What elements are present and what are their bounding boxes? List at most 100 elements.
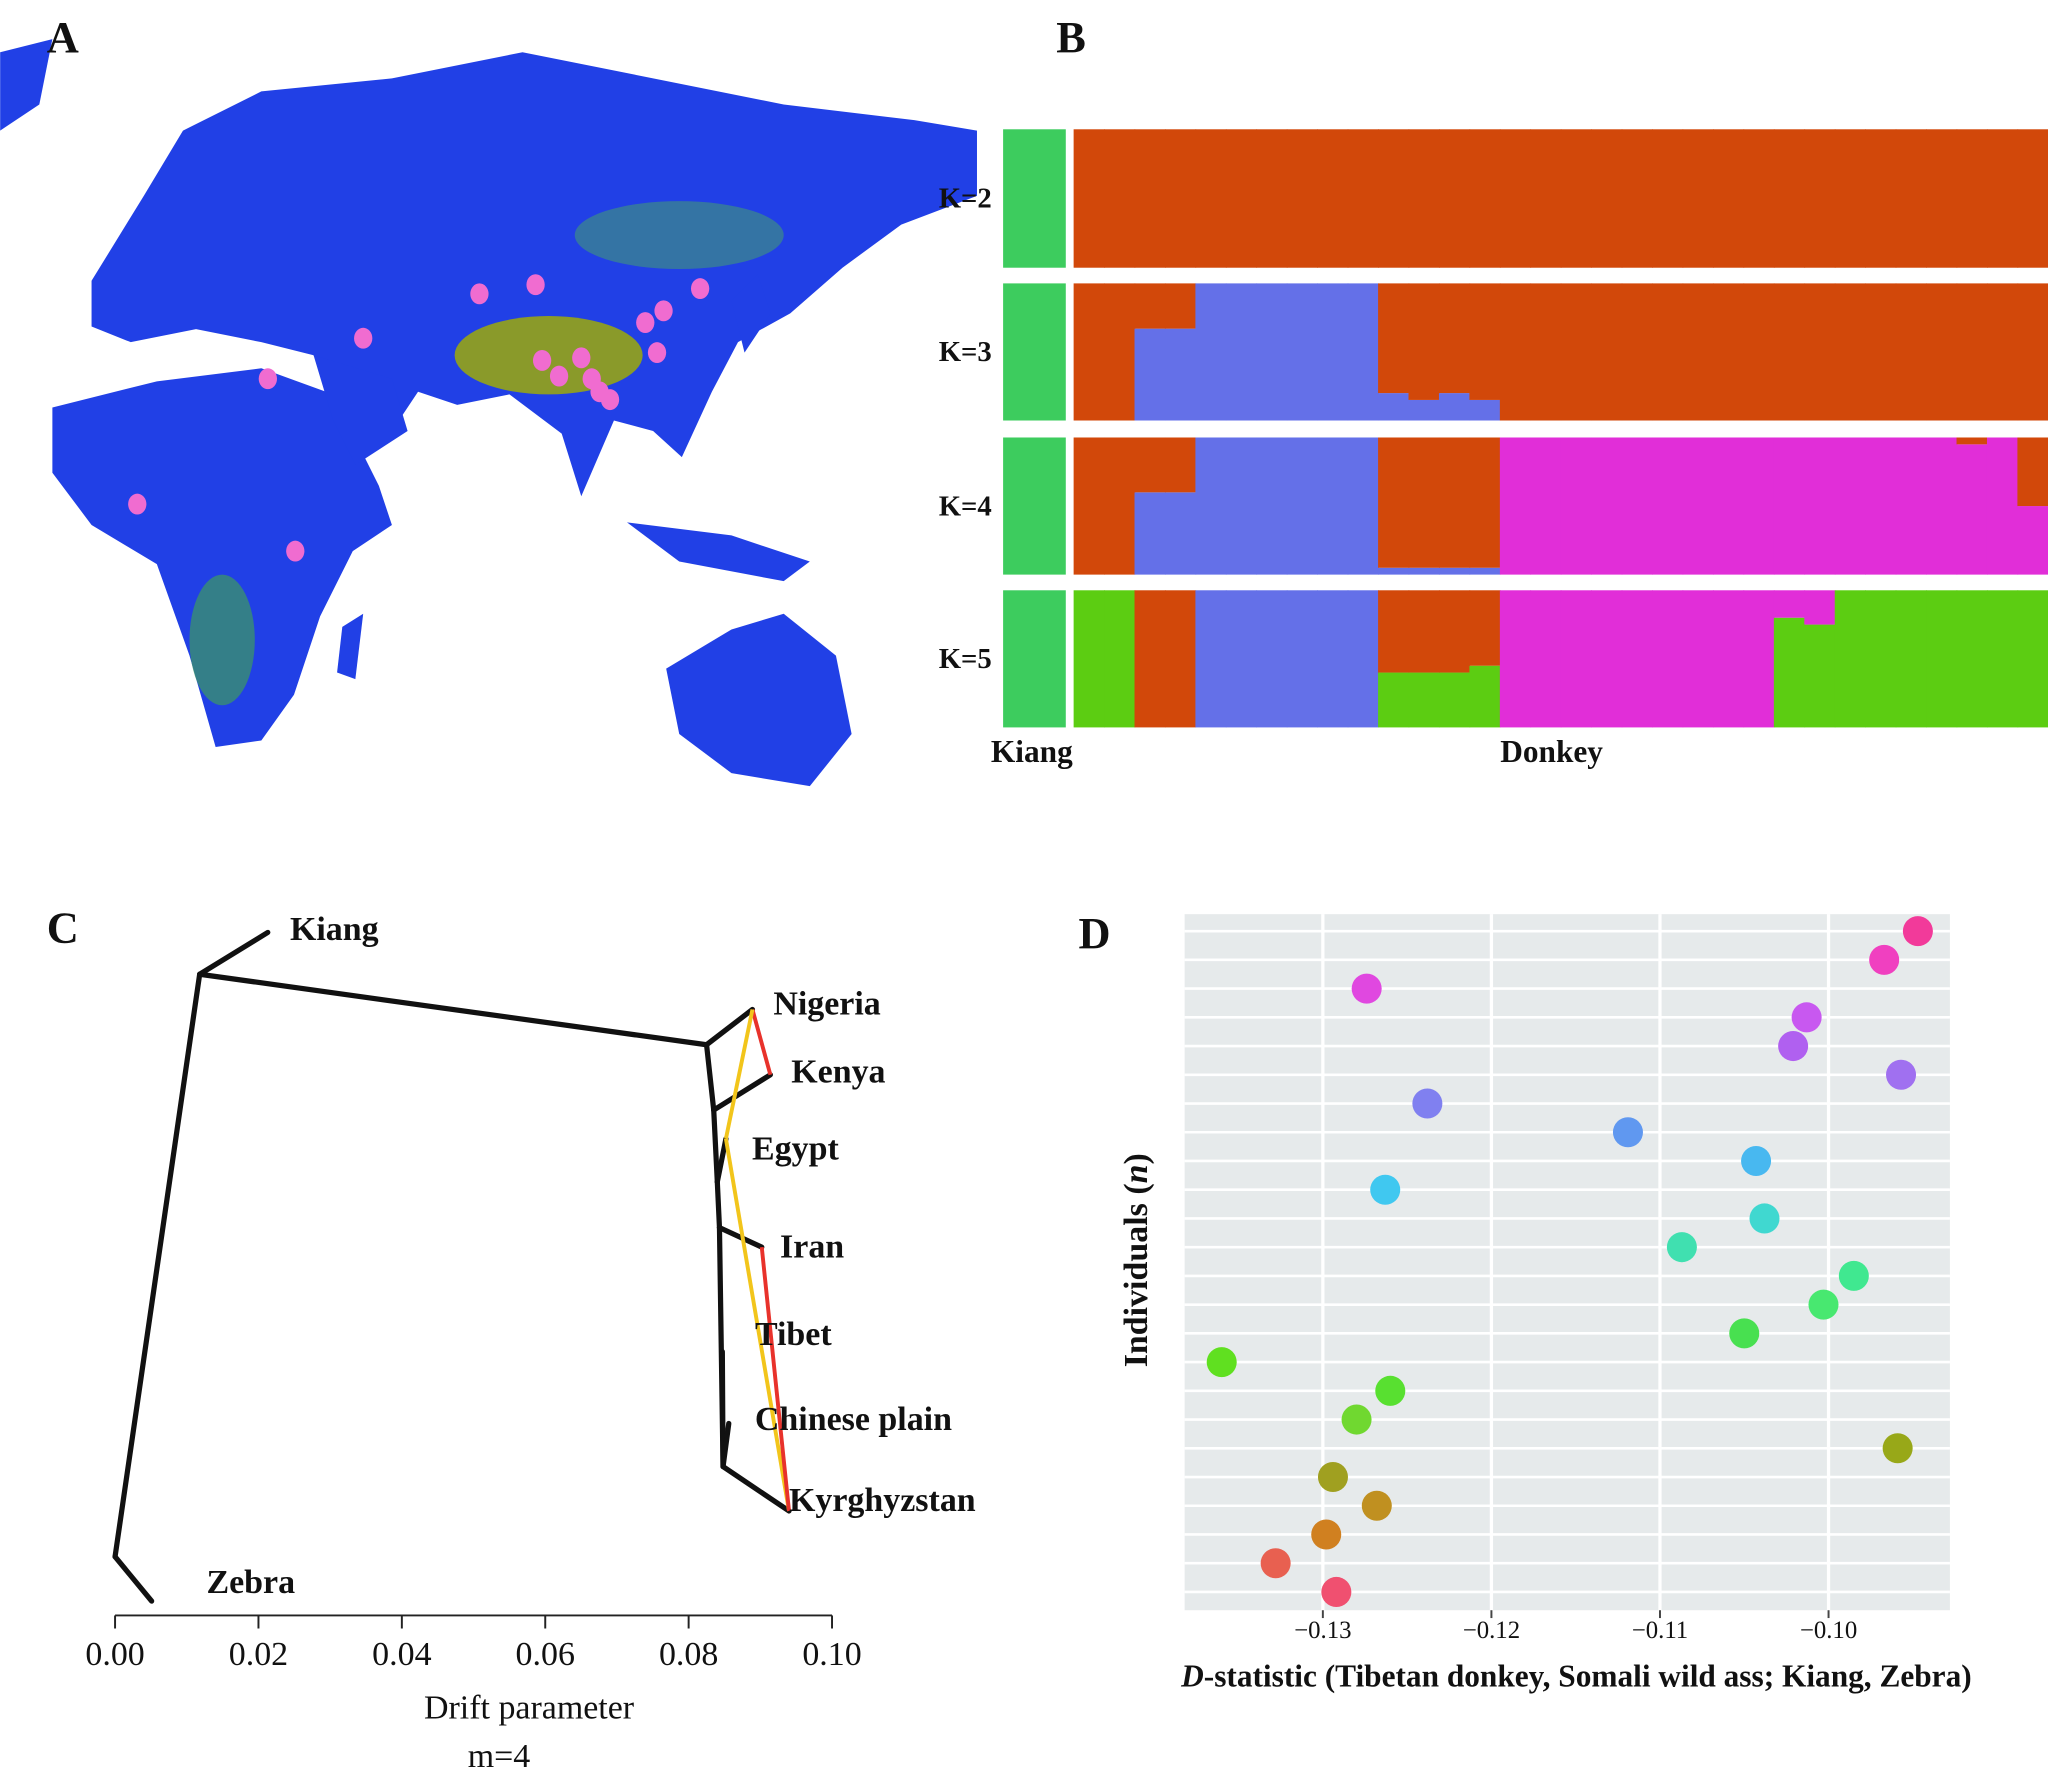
x-tick-label: 0.02 (229, 1636, 288, 1673)
admixture-segment (1956, 129, 1988, 268)
land (91, 52, 977, 497)
point (1729, 1318, 1760, 1349)
admixture-segment (1469, 437, 1501, 568)
highland (574, 201, 784, 270)
point (1869, 944, 1900, 975)
site (654, 300, 673, 322)
admixture-segment (1956, 590, 1988, 728)
admixture-segment (1164, 492, 1197, 575)
x-tick-label: 0.06 (516, 1636, 575, 1673)
admixture-segment (1621, 283, 1653, 421)
admixture-segment (1804, 437, 1836, 575)
admixture-segment (1003, 437, 1066, 575)
admixture-segment (1834, 283, 1866, 421)
land (0, 39, 53, 131)
y-axis-label-part: Individuals ( (1118, 1183, 1155, 1367)
admixture-segment (2017, 437, 2048, 507)
point (1361, 1490, 1392, 1521)
admixture-segment (1895, 283, 1927, 421)
admixture-segment (1195, 437, 1227, 575)
land (337, 613, 364, 680)
point (1317, 1462, 1348, 1493)
admixture-segment (1378, 393, 1410, 421)
admixture-segment (1104, 590, 1136, 728)
admixture-segment (1956, 437, 1988, 445)
leaf-label: Kenya (791, 1054, 885, 1091)
admixture-segment (1378, 129, 1410, 268)
admixture-segment (2017, 129, 2048, 268)
admixture-segment (1926, 129, 1958, 268)
admixture-segment (1621, 437, 1653, 575)
admixture-segment (1652, 437, 1684, 575)
admixture-segment (1164, 129, 1197, 268)
admixture-segment (1347, 129, 1379, 268)
admixture-segment (1712, 437, 1745, 575)
point (1666, 1232, 1697, 1263)
admixture-segment (1438, 437, 1471, 568)
tree-edge (714, 1136, 729, 1185)
admixture-segment (1804, 283, 1836, 421)
admixture-segment (1530, 437, 1562, 575)
admixture-segment (1986, 590, 2019, 728)
admixture-segment (1225, 129, 1258, 268)
admixture-segment (1317, 437, 1349, 575)
y-axis-label-part: n (1118, 1164, 1155, 1183)
x-tick-label: 0.08 (659, 1636, 718, 1673)
site (600, 389, 620, 411)
y-axis-label: Individuals (n) (1118, 1153, 1155, 1367)
site (128, 493, 147, 515)
site (636, 312, 655, 334)
land (626, 522, 810, 582)
admixture-segment (1104, 129, 1136, 268)
k-label: K=4 (939, 490, 992, 522)
x-tick-label: −0.12 (1463, 1617, 1520, 1644)
y-axis-label-part: ) (1118, 1153, 1155, 1164)
admixture-segment (1286, 283, 1318, 421)
admixture-segment (1804, 624, 1836, 728)
migration-edge (723, 1009, 755, 1140)
admixture-segment (1773, 617, 1806, 728)
admixture-segment (1408, 399, 1440, 421)
admixture-segment (1865, 283, 1897, 421)
point (1749, 1203, 1780, 1234)
admixture-segment (1408, 283, 1440, 400)
leaf-label: Zebra (206, 1564, 295, 1601)
land (731, 274, 771, 353)
world-map (0, 39, 977, 787)
admixture-segment (1773, 283, 1806, 421)
x-tick-label: 0.04 (372, 1636, 431, 1673)
admixture-segment (1073, 437, 1105, 575)
k-label: K=3 (939, 336, 992, 368)
migration-edge (750, 1008, 773, 1076)
panel-label: A (47, 12, 79, 62)
tree-edge (720, 1420, 732, 1470)
site (526, 274, 545, 296)
admixture-segment (1926, 590, 1958, 728)
x-axis-label: D-statistic (Tibetan donkey, Somali wild… (1180, 1659, 1972, 1694)
k-label: K=2 (939, 183, 992, 215)
point (1612, 1117, 1643, 1148)
tree-edge (714, 1179, 723, 1231)
admixture-segment (1378, 283, 1410, 394)
admixture-segment (2017, 283, 2048, 421)
admixture-segment (1286, 590, 1318, 728)
admixture-segment (1530, 590, 1562, 728)
tree-edge (716, 1224, 765, 1250)
admixture-segment (1530, 129, 1562, 268)
admixture-segment (1469, 665, 1501, 728)
x-tick-label: −0.13 (1294, 1617, 1351, 1644)
point (1351, 973, 1382, 1004)
admixture-segment (1986, 129, 2019, 268)
admixture-segment (1134, 283, 1166, 329)
admixture-segment (1286, 437, 1318, 575)
leaf-label: Nigeria (773, 986, 880, 1023)
admixture-segment (1773, 129, 1806, 268)
admixture-segment (1073, 283, 1105, 421)
admixture-segment (1773, 590, 1806, 618)
admixture-segment (1895, 437, 1927, 575)
admixture-segment (1834, 437, 1866, 575)
admixture-segment (1499, 129, 1532, 268)
admixture-segment (1621, 129, 1653, 268)
admixture-segment (1560, 590, 1592, 728)
tree-edge (711, 1072, 773, 1113)
